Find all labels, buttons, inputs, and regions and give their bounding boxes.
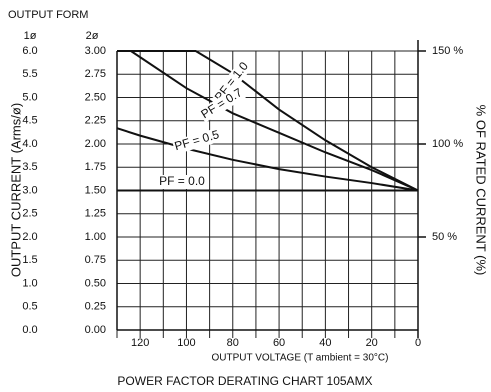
data-line (116, 127, 419, 192)
x-tick-label: 40 (319, 337, 331, 349)
y-1phase-tick-label: 4.5 (22, 115, 37, 127)
y-1phase-tick-label: 1.0 (22, 277, 37, 289)
y-tick-label: 0.50 (85, 277, 106, 289)
y-1phase-tick-label: 5.5 (22, 68, 37, 80)
y-1phase-header: 1ø (24, 30, 37, 42)
y-1phase-tick-label: 5.0 (22, 91, 37, 103)
y-tick-label: 1.25 (85, 208, 106, 220)
y-1phase-tick-label: 1.5 (22, 254, 37, 266)
x-tick-label: 100 (177, 337, 195, 349)
y-tick-label: 0.00 (85, 324, 106, 336)
y-2phase-header: 2ø (86, 30, 99, 42)
y-tick-label: 3.00 (85, 45, 106, 57)
y-tick-label: 1.75 (85, 161, 106, 173)
series-label: PF = 0.0 (159, 174, 205, 188)
y-1phase-tick-label: 0.0 (22, 324, 37, 336)
x-tick-label: 80 (227, 337, 239, 349)
y-1phase-tick-label: 0.5 (22, 301, 37, 313)
y-tick-label: 0.75 (85, 254, 106, 266)
y-tick-label: 2.75 (85, 68, 106, 80)
y-tick-label: 2.25 (85, 115, 106, 127)
output-form-label: OUTPUT FORM (8, 9, 88, 21)
x-tick-label: 0 (415, 337, 421, 349)
y-1phase-tick-label: 4.0 (22, 138, 37, 150)
y-1phase-tick-label: 3.5 (22, 161, 37, 173)
label-bg (211, 58, 253, 106)
y-tick-label: 1.50 (85, 184, 106, 196)
y-tick-label: 0.25 (85, 301, 106, 313)
data-line (130, 50, 419, 192)
y2-tick-label: 150 % (432, 45, 463, 57)
label-bg (158, 175, 206, 189)
data-line (117, 50, 419, 192)
y-1phase-tick-label: 6.0 (22, 45, 37, 57)
x-tick-label: 120 (131, 337, 149, 349)
chart-title: POWER FACTOR DERATING CHART 105AMX (117, 374, 372, 388)
y2-tick-label: 50 % (432, 231, 457, 243)
y2-axis-label: % OF RATED CURRENT (%) (474, 105, 489, 276)
series-label: PF = 0.5 (173, 127, 221, 153)
x-tick-label: 20 (366, 337, 378, 349)
x-tick-label: 60 (273, 337, 285, 349)
y-tick-label: 2.00 (85, 138, 106, 150)
y-1phase-tick-label: 3.0 (22, 184, 37, 196)
y-axis-label: OUTPUT CURRENT (Arms/ø) (8, 103, 23, 277)
y2-tick-label: 100 % (432, 138, 463, 150)
label-bg (172, 127, 222, 155)
y-tick-label: 1.00 (85, 231, 106, 243)
y-tick-label: 2.50 (85, 91, 106, 103)
label-bg (197, 85, 247, 123)
x-axis-label: OUTPUT VOLTAGE (T ambient = 30°C) (212, 353, 389, 364)
y-1phase-tick-label: 2.0 (22, 231, 37, 243)
y-1phase-tick-label: 2.5 (22, 208, 37, 220)
